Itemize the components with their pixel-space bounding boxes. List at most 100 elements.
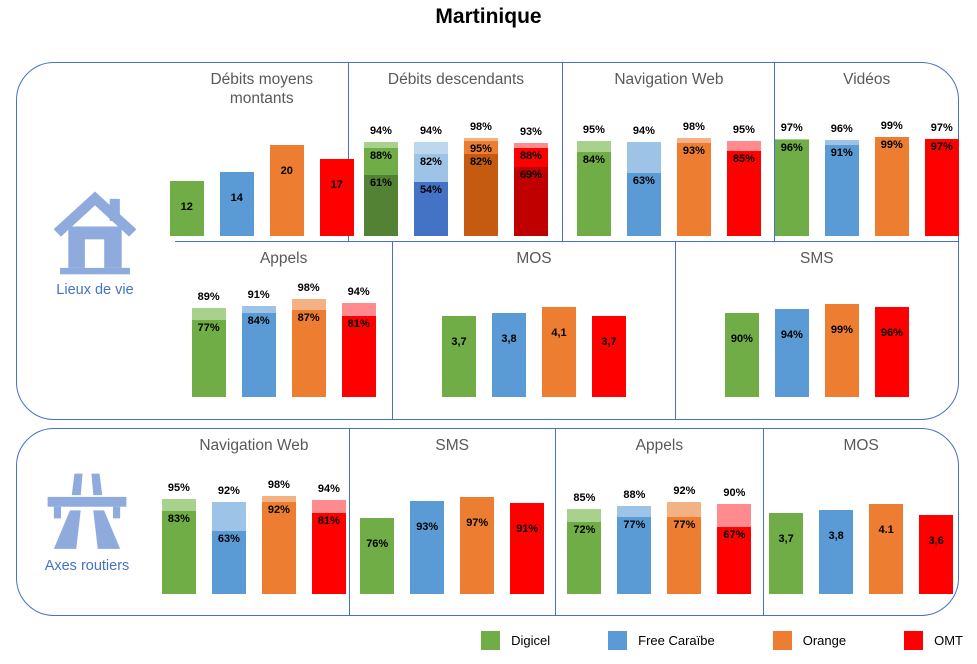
bar-value-label: 81% xyxy=(347,318,370,330)
chart-debits-descendants: Débits descendants 94% 88% 61% 94% 82% 54% 98% 9… xyxy=(348,63,562,241)
chart-title-sms: SMS xyxy=(800,249,834,267)
bar-segment: 81% xyxy=(341,316,376,397)
bar-value-label: 14 xyxy=(230,191,243,204)
bar-segment xyxy=(463,137,498,141)
chart-title-appels: Appels xyxy=(635,437,684,454)
bar-segment: 93% xyxy=(676,142,711,236)
bar-omt: 17 xyxy=(319,158,354,236)
bar-value-label: 3,8 xyxy=(828,530,844,542)
bar-value-label: 95% xyxy=(469,142,492,155)
bar-value-label: 3,7 xyxy=(601,336,617,348)
chart-title-mos: MOS xyxy=(843,437,879,454)
bar-segment xyxy=(311,500,346,513)
bar-segment xyxy=(341,303,376,316)
bar-value-label: 17 xyxy=(330,178,343,191)
bar-segment: 67% xyxy=(717,527,752,594)
legend-swatch-free-caraibe xyxy=(608,630,628,650)
bar-total-label: 93% xyxy=(519,125,542,138)
bar-omt: 90% 67% xyxy=(717,487,752,594)
bar-segment: 84% xyxy=(576,151,611,236)
chart-row: Appels 89% 77% 91% 84% 98% 87% 94% 81% MOS 3,7 3,8 4… xyxy=(175,240,958,420)
section-label-axes-routiers: Axes routiers xyxy=(44,558,130,574)
bars-group: 85% 72% 88% 77% 92% 77% 90% 67% xyxy=(567,485,752,594)
bar-free-caraibe: 93% xyxy=(410,501,445,594)
chart-debits-moyens-montants: Débits moyens montants 12 14 20 17 xyxy=(169,63,354,241)
bar-segment: 3,8 xyxy=(819,510,854,594)
chart-mos: MOS 3,7 3,8 4.1 3,6 xyxy=(763,429,958,615)
bar-value-label: 4.1 xyxy=(878,524,894,536)
bar-digicel: 89% 77% xyxy=(191,291,226,397)
legend: Digicel Free Caraïbe Orange OMT xyxy=(423,622,963,658)
bar-total-label: 92% xyxy=(673,485,696,497)
bar-digicel: 3,7 xyxy=(442,316,476,397)
bar-total-label: 98% xyxy=(682,120,705,133)
chart-appels: Appels 89% 77% 91% 84% 98% 87% 94% 81% xyxy=(175,242,392,420)
bar-segment: 63% xyxy=(211,531,246,594)
lieux-de-vie-header: Lieux de vie xyxy=(17,63,173,419)
bar-value-label: 72% xyxy=(573,524,596,536)
bar-value-label: 12 xyxy=(180,200,193,213)
bar-total-label: 97% xyxy=(930,121,953,134)
bar-segment xyxy=(191,308,226,320)
bar-value-label: 3,7 xyxy=(778,533,794,545)
bar-total-label: 95% xyxy=(582,123,605,136)
bar-orange: 92% 77% xyxy=(667,485,702,594)
bars-group: 90% 94% 99% 96% xyxy=(724,304,909,397)
legend-swatch-omt xyxy=(904,630,924,650)
bars-group: 97% 96% 96% 91% 99% 99% 97% 97% xyxy=(774,120,959,236)
bar-value-label: 77% xyxy=(197,322,220,334)
bar-orange: 20 xyxy=(269,144,304,236)
bar-orange: 98% 87% xyxy=(291,282,326,397)
bar-digicel: 94% 88% 61% xyxy=(363,125,398,236)
bar-value-label: 91% xyxy=(830,146,853,159)
bar-segment xyxy=(363,141,398,148)
legend-swatch-orange xyxy=(772,630,792,650)
bar-segment: 90% xyxy=(724,313,759,397)
chart-navigation-web: Navigation Web 95% 84% 94% 63% 98% 93% 95% 85% xyxy=(562,63,774,241)
motorway-icon xyxy=(47,473,127,549)
legend-item-digicel: Digicel xyxy=(481,630,550,650)
chart-title-debits-descendants: Débits descendants xyxy=(387,71,525,88)
bar-value-label: 76% xyxy=(366,538,389,550)
bar-segment: 85% xyxy=(726,150,761,236)
bar-value-label: 82% xyxy=(469,155,492,168)
bar-omt: 91% xyxy=(510,503,545,594)
bar-value-label: 90% xyxy=(730,333,753,345)
bar-segment xyxy=(211,502,246,531)
bar-free-caraibe: 94% 82% 54% xyxy=(413,125,448,236)
bar-segment: 20 xyxy=(269,144,304,236)
bar-orange: 98% 92% xyxy=(261,479,296,594)
bars-group: 12 14 20 17 xyxy=(169,144,354,236)
bar-digicel: 3,7 xyxy=(769,513,804,594)
bar-segment: 93% xyxy=(410,501,445,594)
chart-sms: SMS 90% 94% 99% 96% xyxy=(674,241,958,419)
bar-total-label: 89% xyxy=(197,291,220,303)
bar-value-label: 3,6 xyxy=(928,535,944,547)
bar-orange: 98% 93% xyxy=(676,121,711,236)
bars-group: 94% 88% 61% 94% 82% 54% 98% 95% 82% 93% 88% 69% xyxy=(363,121,548,236)
bar-segment: 84% xyxy=(241,313,276,397)
bar-segment: 82% xyxy=(413,153,448,182)
chart-title-mos: MOS xyxy=(516,249,552,267)
bar-value-label: 93% xyxy=(682,144,705,157)
bar-total-label: 94% xyxy=(632,124,655,137)
bar-segment: 12 xyxy=(169,180,204,236)
legend-label: OMT xyxy=(934,632,963,648)
bar-segment: 3,7 xyxy=(592,316,626,397)
bar-total-label: 90% xyxy=(723,487,746,499)
bar-digicel: 95% 84% xyxy=(576,124,611,236)
bar-segment xyxy=(513,142,548,148)
bar-value-label: 92% xyxy=(267,504,290,516)
bar-omt: 93% 88% 69% xyxy=(513,126,548,236)
bar-value-label: 69% xyxy=(519,168,542,181)
bar-total-label: 92% xyxy=(217,485,240,497)
bar-segment: 69% xyxy=(513,166,548,236)
bar-segment: 97% xyxy=(460,497,495,594)
bar-omt: 96% xyxy=(874,307,909,397)
bar-total-label: 88% xyxy=(623,489,646,501)
bar-segment xyxy=(261,496,296,502)
legend-item-free-caraibe: Free Caraïbe xyxy=(608,630,715,650)
bar-value-label: 83% xyxy=(167,513,190,525)
bars-group: 3,7 3,8 4.1 3,6 xyxy=(769,504,954,594)
bar-segment: 3,8 xyxy=(492,313,526,397)
